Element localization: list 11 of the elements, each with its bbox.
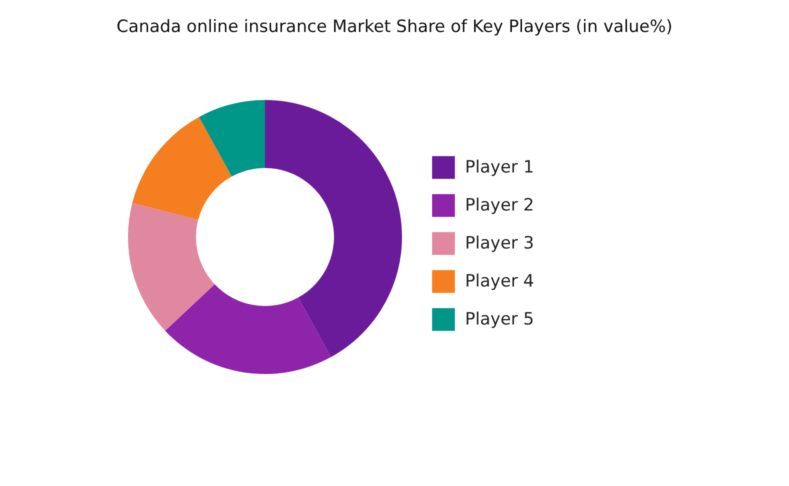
donut-slice bbox=[132, 116, 232, 220]
legend-label: Player 3 bbox=[465, 234, 534, 254]
legend-label: Player 4 bbox=[465, 272, 534, 292]
legend-label: Player 5 bbox=[465, 310, 534, 330]
legend-label: Player 2 bbox=[465, 196, 534, 216]
legend-label: Player 1 bbox=[465, 158, 534, 178]
donut-slice bbox=[199, 100, 265, 177]
donut-slice bbox=[128, 202, 215, 331]
chart-title: Canada online insurance Market Share of Key Players (in value%) bbox=[116, 17, 673, 37]
donut-slice bbox=[165, 284, 331, 374]
donut-slice bbox=[265, 100, 402, 358]
